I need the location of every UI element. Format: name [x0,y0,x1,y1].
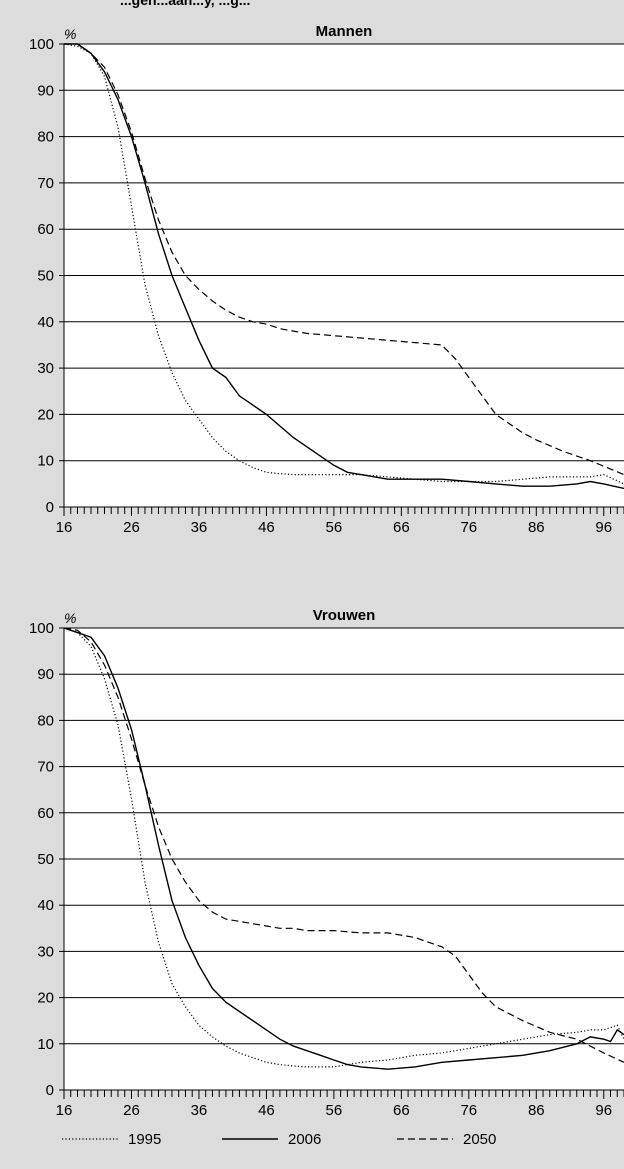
y-tick-label-70: 70 [37,759,54,776]
series-line-2050 [64,627,624,1063]
x-tick-label-96: 96 [595,1102,612,1119]
x-tick-label-86: 86 [528,1102,545,1119]
chart-panel-1: 0 10 20 30 40 50 60 70 80 90 100 16 26 36 46 56 66 76 86 96… [29,23,624,536]
y-tick-label-30: 30 [37,943,54,960]
legend: 1995 2006 2050 [62,1131,496,1148]
y-tick-label-40: 40 [37,897,54,914]
y-tick-label-50: 50 [37,268,54,285]
y-unit-label: % [64,26,76,42]
series-line-2050 [64,43,624,476]
y-tick-label-100: 100 [29,620,54,637]
y-tick-label-10: 10 [37,1036,54,1053]
x-tick-label-66: 66 [393,519,410,536]
x-tick-label-56: 56 [326,519,343,536]
y-tick-label-80: 80 [37,129,54,146]
y-tick-label-70: 70 [37,175,54,192]
panel-title: Mannen [316,23,373,40]
x-tick-label-36: 36 [191,1102,208,1119]
y-tick-label-50: 50 [37,851,54,868]
y-tick-label-60: 60 [37,805,54,822]
y-tick-label-90: 90 [37,666,54,683]
x-tick-label-26: 26 [123,519,140,536]
legend-label-2050: 2050 [463,1131,496,1148]
y-tick-label-90: 90 [37,82,54,99]
x-tick-label-76: 76 [460,519,477,536]
x-tick-label-66: 66 [393,1102,410,1119]
x-tick-label-76: 76 [460,1102,477,1119]
series-line-2006 [64,43,624,490]
x-tick-label-46: 46 [258,1102,275,1119]
x-tick-label-36: 36 [191,519,208,536]
y-tick-label-20: 20 [37,406,54,423]
y-tick-label-0: 0 [46,1082,54,1099]
series-line-1995 [64,43,624,485]
header-fragment: ...gen...aan...y, ...g... [120,0,251,8]
x-tick-label-86: 86 [528,519,545,536]
panel-title: Vrouwen [313,607,376,624]
x-tick-label-16: 16 [56,519,73,536]
y-tick-label-60: 60 [37,221,54,238]
x-tick-label-16: 16 [56,1102,73,1119]
y-tick-label-80: 80 [37,712,54,729]
x-tick-label-26: 26 [123,1102,140,1119]
legend-label-1995: 1995 [128,1131,161,1148]
x-tick-label-56: 56 [326,1102,343,1119]
x-tick-label-96: 96 [595,519,612,536]
y-tick-label-100: 100 [29,36,54,53]
x-tick-label-46: 46 [258,519,275,536]
y-tick-label-10: 10 [37,453,54,470]
y-tick-label-30: 30 [37,360,54,377]
y-tick-label-40: 40 [37,314,54,331]
y-tick-label-0: 0 [46,499,54,516]
series-line-2006 [64,627,624,1070]
y-tick-label-20: 20 [37,990,54,1007]
chart-panel-2: 0 10 20 30 40 50 60 70 80 90 100 16 26 36 46 56 66 76 86 96… [29,607,624,1119]
legend-label-2006: 2006 [288,1131,321,1148]
y-unit-label: % [64,610,76,626]
